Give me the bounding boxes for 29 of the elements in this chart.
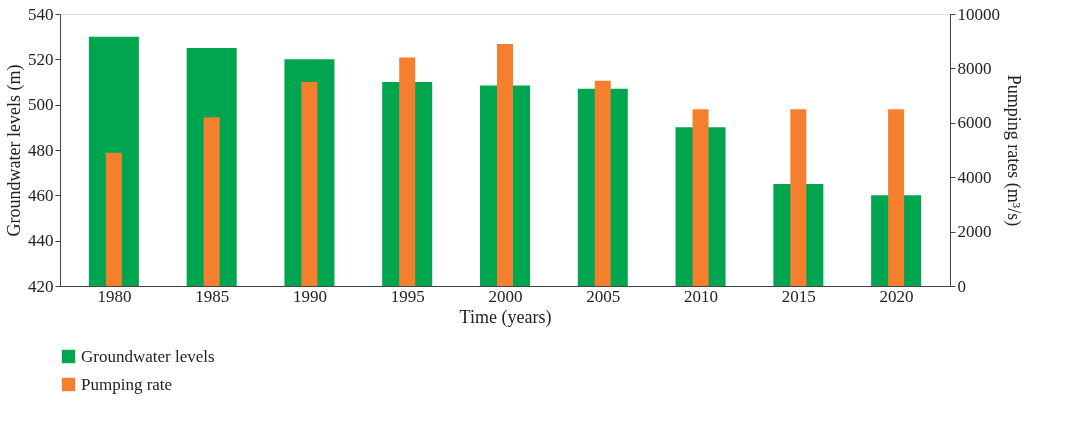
x-tick-label: 2015	[781, 286, 816, 306]
x-tick-label: 2010	[684, 286, 719, 306]
y2-axis-title: Pumping rates (m³/s)	[1003, 74, 1024, 227]
x-tick-label: 1985	[195, 286, 230, 306]
y-tick-label: 500	[28, 95, 54, 115]
y2-tick-label: 0	[957, 276, 966, 296]
y-tick-label: 480	[28, 140, 54, 160]
bar	[105, 152, 122, 286]
y2-tick-label: 6000	[957, 113, 992, 133]
y-tick-label: 540	[28, 4, 54, 24]
y-axis-title: Groundwater levels (m)	[4, 64, 25, 237]
y-tick-label: 440	[28, 231, 54, 251]
legend-label: Groundwater levels	[81, 346, 215, 366]
y2-tick-label: 2000	[957, 222, 992, 242]
y2-tick-label: 4000	[957, 167, 992, 187]
y-tick-label: 420	[28, 276, 54, 296]
x-tick-label: 2020	[879, 286, 914, 306]
x-tick-label: 2000	[488, 286, 523, 306]
bar	[203, 117, 220, 286]
x-tick-label: 2005	[586, 286, 621, 306]
x-tick-label: 1995	[390, 286, 425, 306]
legend-label: Pumping rate	[81, 374, 173, 394]
y2-tick-label: 10000	[957, 4, 1000, 24]
x-tick-label: 1990	[292, 286, 327, 306]
y2-tick-label: 8000	[957, 58, 992, 78]
x-axis-title: Time (years)	[459, 306, 552, 328]
y-tick-label: 460	[28, 185, 54, 205]
y-tick-label: 520	[28, 49, 54, 69]
x-tick-label: 1980	[97, 286, 132, 306]
